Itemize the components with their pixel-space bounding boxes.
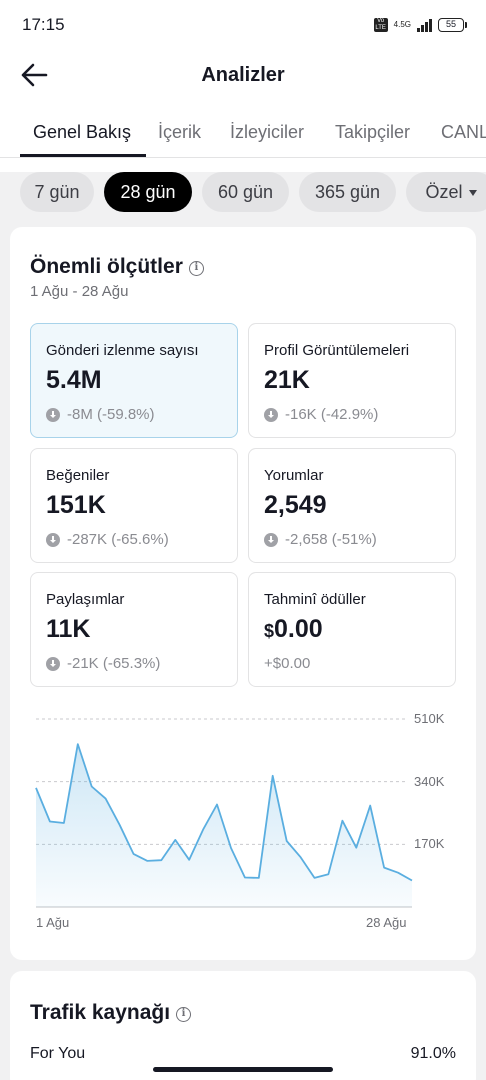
tab-overview[interactable]: Genel Bakış [33, 122, 132, 142]
period-60-days[interactable]: 60 gün [202, 172, 289, 212]
header: Analizler [0, 52, 486, 98]
period-7-days[interactable]: 7 gün [20, 172, 94, 212]
period-custom[interactable]: Özel [406, 172, 486, 212]
views-trend-chart[interactable]: 510K 340K 170K 1 Ağu 28 Ağu [30, 705, 470, 940]
metric-change-text: -287K (-65.6%) [67, 531, 169, 548]
metric-change: -2,658 (-51%) [264, 531, 377, 548]
metric-value-number: 0.00 [274, 615, 323, 643]
metric-change-text: -21K (-65.3%) [67, 655, 161, 672]
metric-value: $0.00 [264, 615, 323, 644]
metric-change: -21K (-65.3%) [46, 655, 160, 672]
y-tick-label: 170K [414, 836, 445, 852]
y-tick-label: 340K [414, 773, 445, 789]
arrow-down-circle-icon [264, 407, 278, 422]
traffic-source-value: 91.0% [410, 1045, 456, 1062]
metric-change-text: +$0.00 [264, 655, 311, 672]
metric-value: 21K [264, 366, 310, 394]
traffic-source-title: Trafik kaynağı i [30, 1001, 192, 1025]
metric-label: Yorumlar [264, 467, 324, 484]
key-metrics-title: Önemli ölçütler i [30, 255, 204, 279]
metric-estimated-rewards[interactable]: Tahminî ödüller $0.00 +$0.00 [248, 572, 456, 687]
metric-value: 11K [46, 615, 91, 643]
metric-label: Gönderi izlenme sayısı [46, 342, 199, 359]
traffic-row: For You 91.0% [30, 1045, 456, 1063]
page-title: Analizler [201, 64, 285, 86]
home-indicator[interactable] [153, 1067, 333, 1072]
metric-change: -16K (-42.9%) [264, 406, 378, 423]
chart-plot [35, 718, 413, 908]
traffic-source-label: For You [30, 1045, 86, 1062]
metric-change-text: -2,658 (-51%) [285, 531, 377, 548]
active-tab-indicator [20, 154, 146, 157]
period-28-days[interactable]: 28 gün [104, 172, 192, 212]
metric-value: 2,549 [264, 491, 327, 519]
series-area [36, 744, 412, 907]
info-icon[interactable]: i [176, 1007, 192, 1022]
metric-profile-views[interactable]: Profil Görüntülemeleri 21K -16K (-42.9%) [248, 323, 456, 438]
metric-change: -8M (-59.8%) [46, 406, 155, 423]
currency-symbol: $ [264, 621, 275, 641]
arrow-down-circle-icon [46, 407, 60, 422]
y-tick-label: 510K [414, 711, 445, 726]
tab-bar: Genel Bakış İçerik İzleyiciler Takipçile… [0, 114, 486, 158]
metric-post-views[interactable]: Gönderi izlenme sayısı 5.4M -8M (-59.8%) [30, 323, 238, 438]
metric-comments[interactable]: Yorumlar 2,549 -2,658 (-51%) [248, 448, 456, 563]
signal-icon [417, 18, 432, 32]
status-time: 17:15 [22, 15, 65, 34]
x-tick-label-end: 28 Ağu [366, 915, 407, 930]
period-365-days[interactable]: 365 gün [299, 172, 396, 212]
metric-label: Tahminî ödüller [264, 591, 366, 608]
tab-live[interactable]: CANLI [441, 122, 486, 142]
back-arrow-icon[interactable] [20, 62, 48, 88]
tab-viewers[interactable]: İzleyiciler [230, 122, 305, 142]
metric-label: Beğeniler [46, 467, 110, 484]
metric-shares[interactable]: Paylaşımlar 11K -21K (-65.3%) [30, 572, 238, 687]
arrow-down-circle-icon [46, 656, 60, 671]
status-bar: 17:15 Vo LTE 4.5G 55 [22, 14, 467, 36]
info-icon[interactable]: i [188, 261, 204, 276]
metric-change: +$0.00 [264, 655, 310, 672]
status-icons: Vo LTE 4.5G 55 [373, 18, 467, 32]
metric-likes[interactable]: Beğeniler 151K -287K (-65.6%) [30, 448, 238, 563]
arrow-down-circle-icon [264, 532, 278, 547]
key-metrics-title-text: Önemli ölçütler [30, 255, 183, 278]
network-type: 4.5G [393, 20, 411, 29]
tab-followers[interactable]: Takipçiler [335, 122, 411, 142]
date-range: 1 Ağu - 28 Ağu [30, 283, 129, 300]
metric-label: Paylaşımlar [46, 591, 125, 608]
metric-change-text: -8M (-59.8%) [67, 406, 155, 423]
period-custom-label: Özel [425, 182, 463, 202]
metric-label: Profil Görüntülemeleri [264, 342, 410, 359]
metric-value: 151K [46, 491, 106, 519]
x-tick-label-start: 1 Ağu [36, 915, 70, 930]
traffic-source-card: Trafik kaynağı i For You 91.0% [10, 971, 476, 1080]
battery-icon: 55 [438, 18, 467, 32]
arrow-down-circle-icon [46, 532, 60, 547]
period-selector: 7 gün 28 gün 60 gün 365 gün Özel [0, 172, 486, 214]
volte-icon: Vo LTE [373, 18, 388, 32]
traffic-source-title-text: Trafik kaynağı [30, 1001, 171, 1024]
tab-content[interactable]: İçerik [158, 122, 202, 142]
metric-change: -287K (-65.6%) [46, 531, 169, 548]
metric-value: 5.4M [46, 366, 102, 394]
series-line [35, 743, 413, 882]
caret-down-icon [468, 190, 477, 197]
key-metrics-card: Önemli ölçütler i 1 Ağu - 28 Ağu Gönderi … [10, 227, 476, 960]
metric-change-text: -16K (-42.9%) [285, 406, 379, 423]
